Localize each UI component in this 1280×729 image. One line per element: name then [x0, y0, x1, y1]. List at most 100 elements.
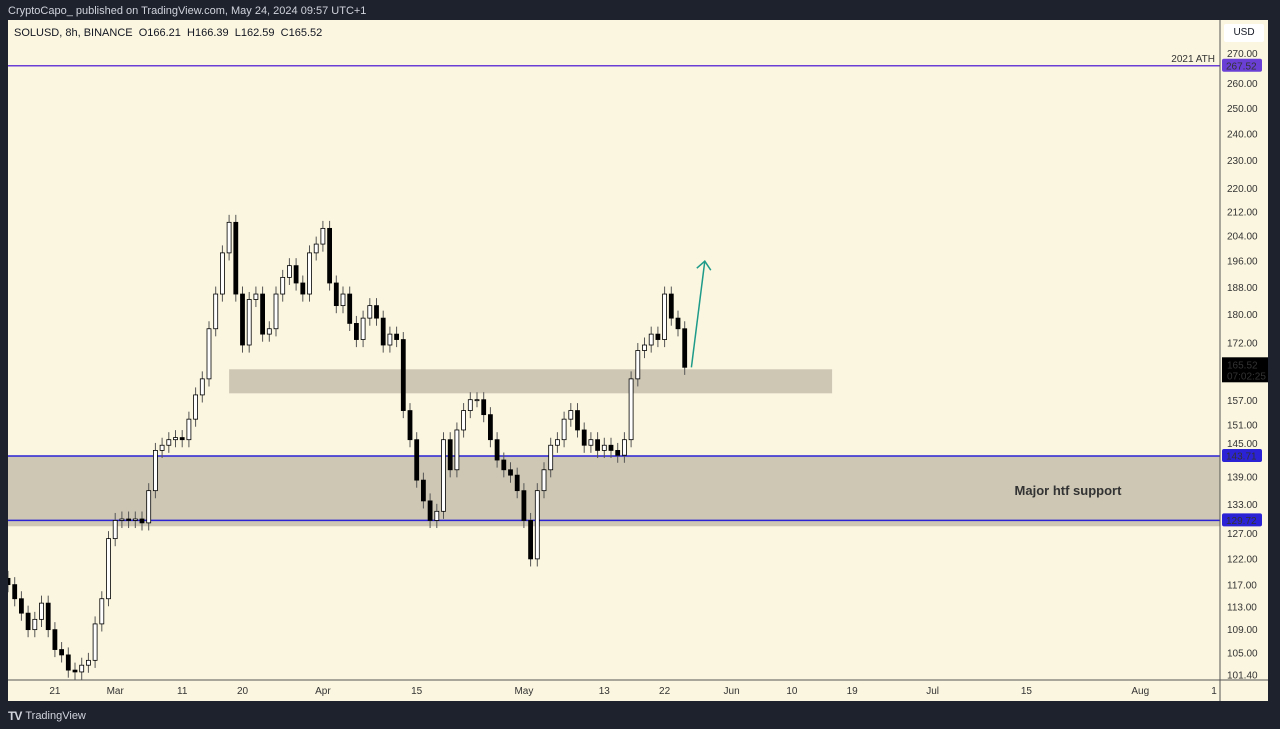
candle [266, 321, 272, 342]
candle [655, 326, 661, 348]
candle-body [374, 305, 379, 319]
y-tick-label: 133.00 [1227, 500, 1258, 511]
y-tick-label: 220.00 [1227, 184, 1258, 195]
y-tick-label: 145.00 [1227, 439, 1258, 450]
bar-countdown-label: 07:02:25 [1227, 371, 1266, 382]
y-tick-label: 139.00 [1227, 472, 1258, 483]
publisher-line: CryptoCapo_ published on TradingView.com… [8, 5, 367, 17]
candle [313, 236, 319, 261]
candle [240, 286, 245, 353]
support-zone-text: Major htf support [1015, 483, 1123, 498]
candle-body [340, 293, 346, 307]
candle-body [253, 293, 259, 300]
candle [501, 452, 507, 478]
candle-body [327, 227, 333, 284]
candle-body [668, 293, 674, 319]
candle [508, 462, 513, 483]
candle-body [32, 618, 38, 631]
candle-body [266, 328, 272, 335]
candle-body [307, 252, 312, 295]
candle [233, 214, 239, 302]
candle [407, 403, 413, 448]
candle-body [514, 474, 520, 492]
x-tick-label: Aug [1131, 686, 1149, 697]
candle [79, 657, 85, 680]
candle [45, 595, 51, 638]
candle-body [487, 414, 493, 441]
candle-body [662, 293, 667, 340]
candle [32, 611, 38, 638]
candle-body [474, 399, 480, 402]
candle [106, 531, 111, 607]
candle-body [166, 439, 172, 446]
candle [52, 622, 58, 658]
candle [575, 403, 580, 438]
close-value: C165.52 [280, 27, 323, 39]
candle-body [588, 439, 594, 446]
x-tick-label: 13 [599, 686, 611, 697]
y-tick-label: 212.00 [1227, 207, 1258, 218]
candle [481, 392, 487, 423]
x-tick-label: Jun [724, 686, 740, 697]
candle [400, 332, 406, 419]
candle-body [494, 439, 500, 461]
candle-body [615, 450, 621, 456]
candle-body [52, 629, 58, 650]
candle [374, 298, 379, 326]
candle [380, 310, 386, 353]
candle [166, 432, 172, 453]
candle-body [293, 265, 299, 284]
candle [394, 326, 400, 348]
candle [86, 652, 91, 673]
candle [441, 432, 446, 519]
candle [494, 432, 500, 468]
candle [635, 343, 641, 387]
x-tick-label: 10 [786, 686, 798, 697]
candle [8, 570, 11, 593]
candle-body [126, 518, 131, 521]
candle-body [240, 293, 245, 346]
candle-body [501, 459, 507, 471]
candle-body [313, 243, 319, 254]
candle [675, 310, 681, 337]
y-tick-label: 122.00 [1227, 554, 1258, 565]
y-tick-label: 105.00 [1227, 649, 1258, 660]
candle-body [434, 510, 440, 521]
candle-body [233, 221, 239, 295]
candle [39, 595, 44, 627]
candle-body [601, 444, 607, 451]
candle [434, 503, 440, 529]
x-tick-label: 20 [237, 686, 249, 697]
candle [260, 286, 266, 342]
support-top-badge-bg [1222, 449, 1262, 463]
candle-body [86, 659, 91, 666]
candle-body [106, 538, 111, 600]
candle [199, 371, 205, 403]
support-bottom-badge-bg [1222, 513, 1262, 527]
candle [92, 616, 98, 668]
candle-body [380, 317, 386, 346]
candle-body [213, 293, 219, 330]
x-tick-label: Apr [315, 686, 331, 697]
candle-body [99, 598, 105, 625]
candle-body [219, 252, 225, 295]
x-tick-label: 15 [411, 686, 423, 697]
candle [541, 462, 547, 499]
candle-body [608, 444, 614, 451]
candle-body [45, 602, 51, 631]
candle [246, 291, 252, 353]
candle [219, 245, 225, 302]
y-tick-label: 260.00 [1227, 79, 1258, 90]
candle-body [682, 328, 688, 368]
candle [414, 432, 420, 488]
candle [12, 577, 18, 607]
candle-body [300, 282, 306, 295]
x-tick-label: Mar [107, 686, 125, 697]
symbol-label: SOLUSD, 8h, BINANCE [14, 27, 133, 39]
candle [367, 298, 373, 326]
candle-body [648, 333, 654, 346]
currency-button[interactable]: USD [1224, 24, 1264, 42]
candle-body [146, 490, 152, 524]
candle [25, 605, 31, 638]
